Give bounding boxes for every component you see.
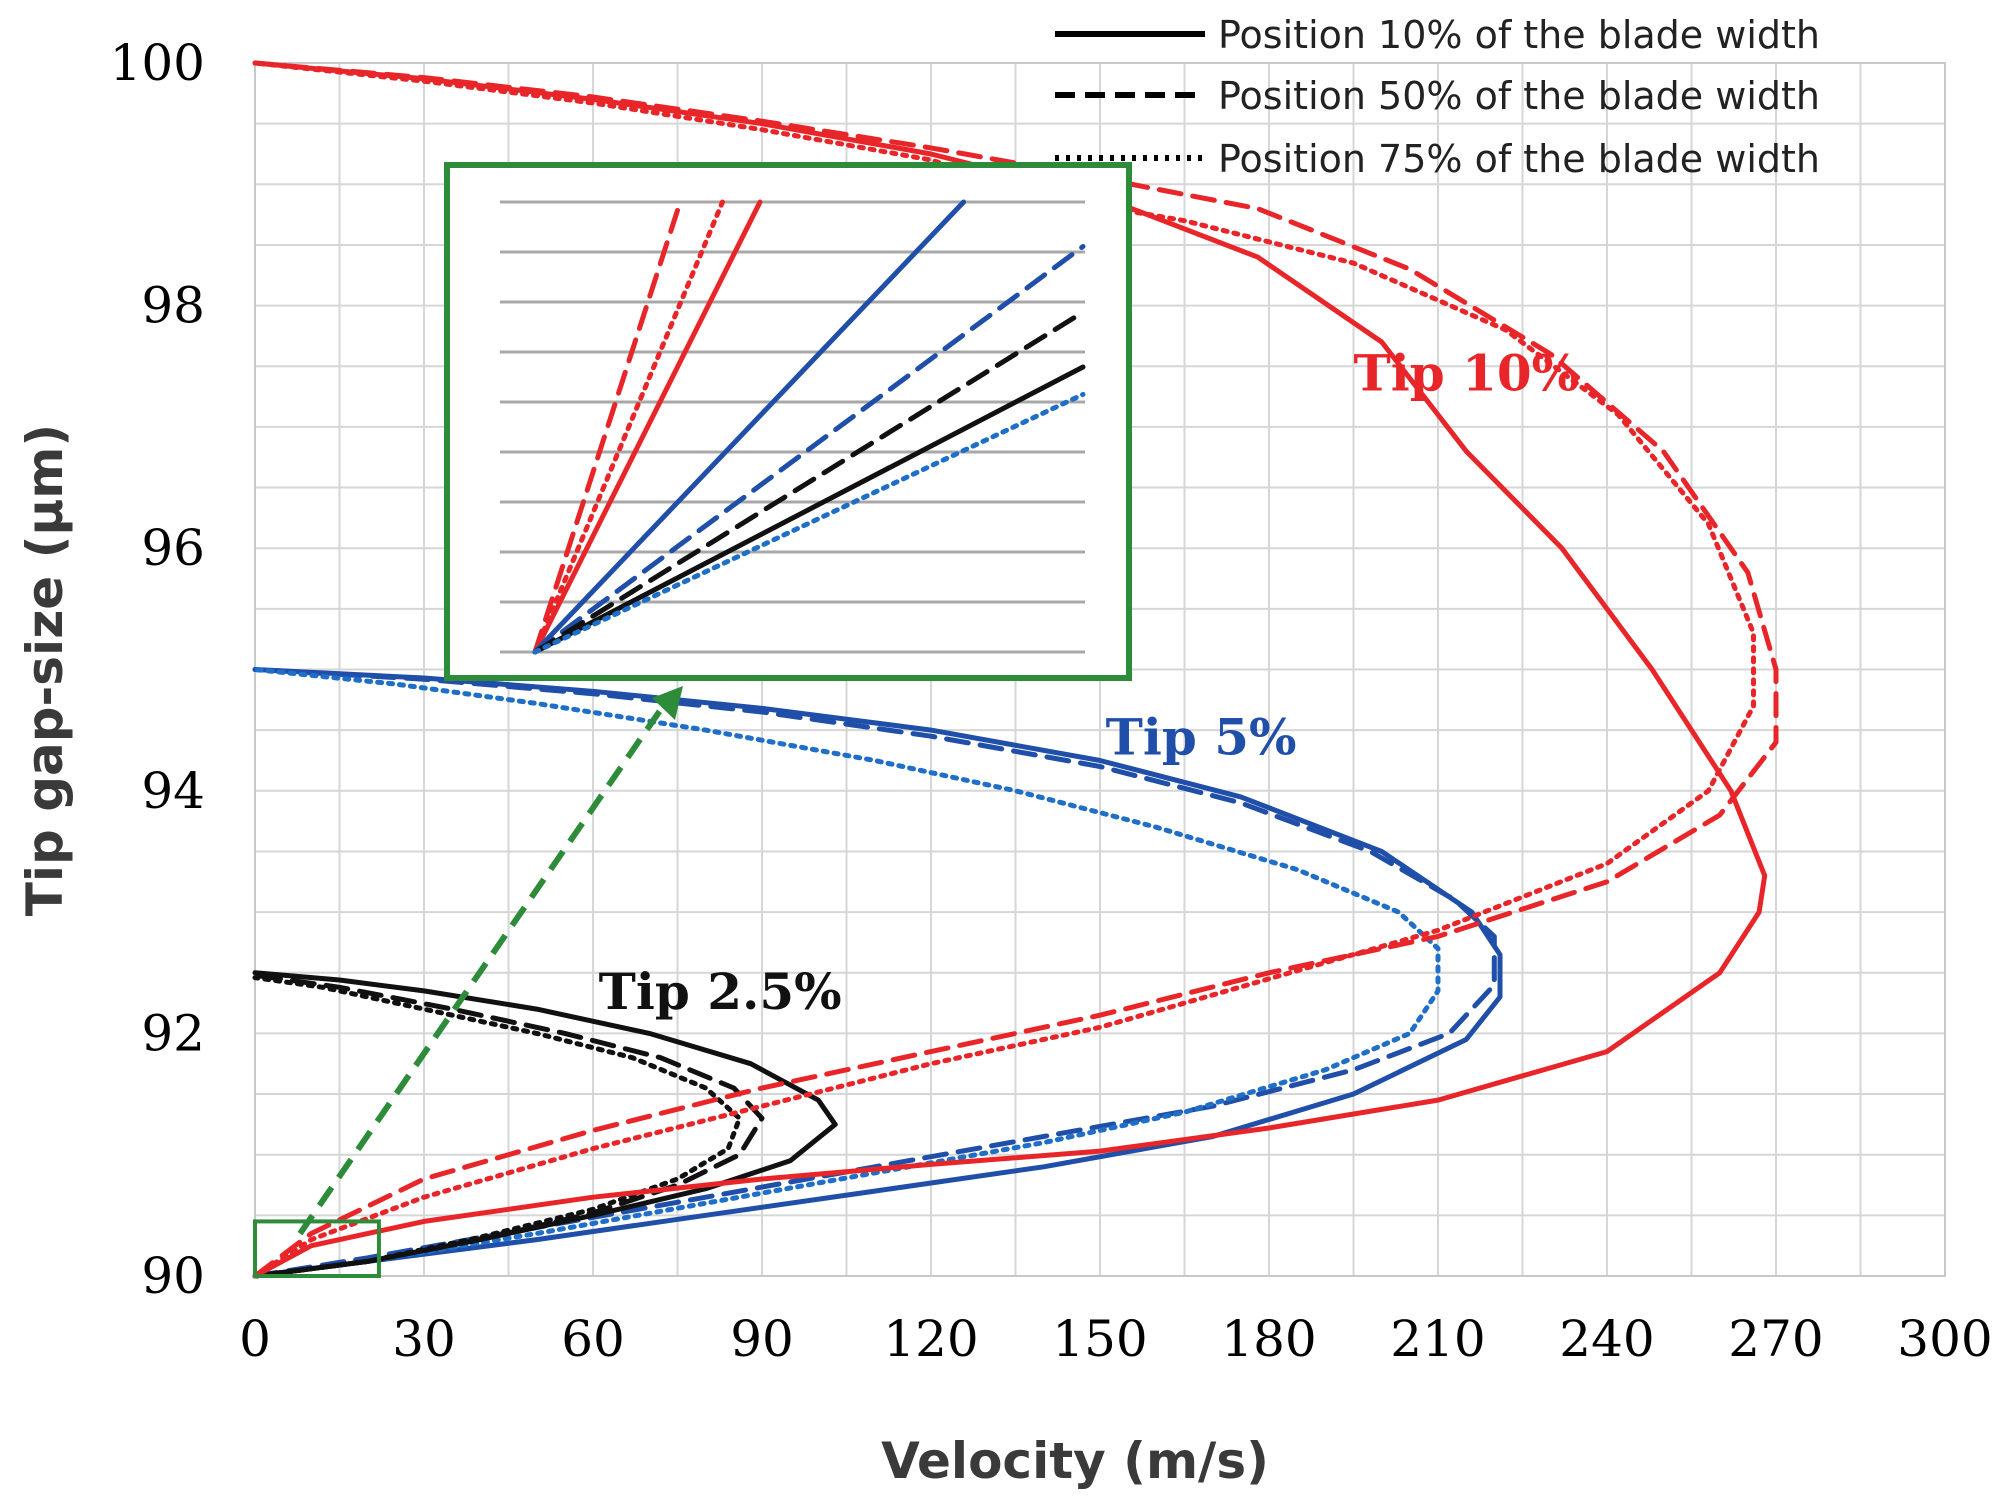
x-tick-label: 180 <box>1221 1310 1316 1368</box>
series-tip-5--10 <box>252 667 1503 1279</box>
zoom-arrow-head <box>652 686 683 720</box>
y-tick-label: 96 <box>141 519 205 577</box>
legend-label-50: Position 50% of the blade width <box>1218 74 1820 118</box>
y-tick-label: 98 <box>141 277 205 335</box>
legend-label-75: Position 75% of the blade width <box>1218 137 1820 181</box>
inset-line <box>532 199 725 655</box>
annotation-label: Tip 5% <box>1106 707 1297 766</box>
series-tip-2-5--50 <box>252 972 765 1279</box>
series-tip-10--10 <box>252 60 1768 1279</box>
series-tip-5--50 <box>252 667 1497 1279</box>
inset-line <box>532 199 763 655</box>
inset-line <box>532 364 1086 655</box>
y-tick-label: 100 <box>110 34 205 92</box>
x-tick-label: 270 <box>1728 1310 1823 1368</box>
series-layer <box>252 60 1779 1279</box>
x-tick-label: 90 <box>730 1310 794 1368</box>
x-tick-label: 120 <box>883 1310 978 1368</box>
series-tip-10--50 <box>252 60 1779 1279</box>
annotation-label: Tip 2.5% <box>599 962 842 1021</box>
series-tip-2-5--75 <box>252 975 742 1279</box>
zoom-region-box <box>253 1219 381 1279</box>
inset-line <box>532 309 1086 655</box>
inset-line <box>532 244 1086 655</box>
x-axis-title: Velocity (m/s) <box>881 1432 1269 1490</box>
inset-line <box>532 199 683 655</box>
x-tick-label: 210 <box>1390 1310 1485 1368</box>
inset-line <box>532 199 967 655</box>
y-tick-label: 92 <box>141 1004 205 1062</box>
x-tick-label: 300 <box>1897 1310 1992 1368</box>
zoom-arrow <box>297 694 673 1236</box>
inset-line <box>532 391 1086 655</box>
x-tick-label: 0 <box>239 1310 271 1368</box>
y-tick-label: 90 <box>141 1247 205 1305</box>
inset-layer <box>253 162 1132 1279</box>
series-tip-10--75 <box>252 60 1756 1279</box>
x-tick-label: 60 <box>561 1310 625 1368</box>
annotation-layer: Tip 10% Tip 5% Tip 2.5% <box>599 344 1580 1022</box>
y-axis-title: Tip gap-size (µm) <box>16 424 74 916</box>
annotation-label: Tip 10% <box>1354 344 1580 403</box>
x-tick-labels: 0 30 60 90 120 150 180 210 240 270 300 <box>239 1310 1993 1368</box>
series-tip-5--75 <box>252 667 1441 1279</box>
x-tick-label: 150 <box>1052 1310 1147 1368</box>
legend: Position 10% of the blade width Position… <box>1055 13 1820 181</box>
legend-label-10: Position 10% of the blade width <box>1218 13 1820 57</box>
y-tick-label: 94 <box>141 762 205 820</box>
x-tick-label: 30 <box>392 1310 456 1368</box>
y-tick-labels: 90 92 94 96 98 100 <box>110 34 205 1305</box>
x-tick-label: 240 <box>1559 1310 1654 1368</box>
